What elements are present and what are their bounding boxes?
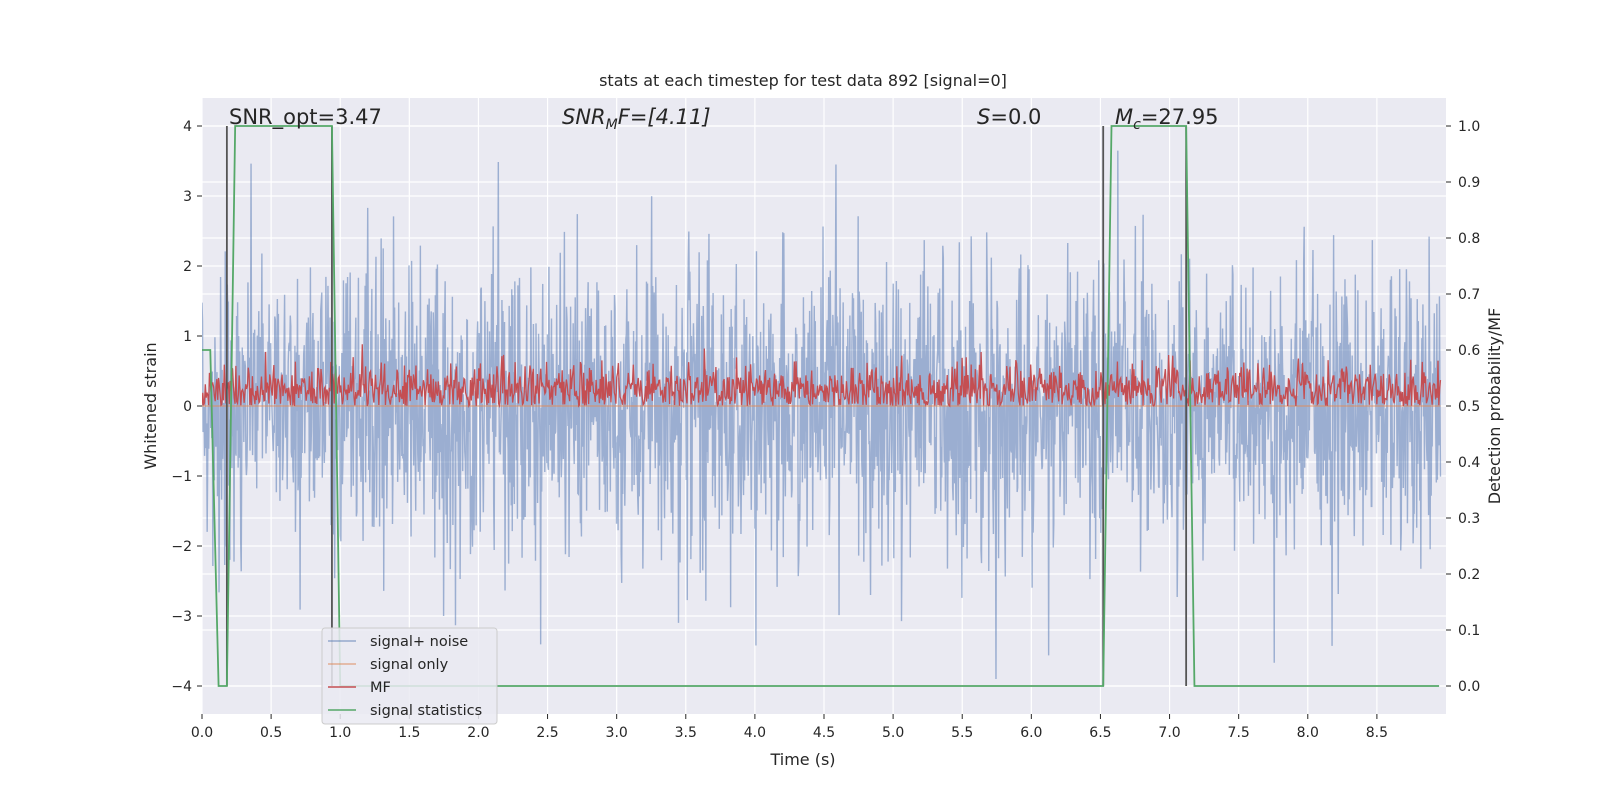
y-tick-label: 2 (183, 259, 192, 275)
y-tick-label: −3 (171, 609, 192, 625)
y2-tick-label: 0.5 (1458, 399, 1480, 415)
x-tick-label: 3.0 (606, 725, 628, 741)
x-tick-label: 8.5 (1366, 725, 1388, 741)
axes: 0.0 0.5 1.0 1.5 2.0 2.5 3.0 3.5 4.0 4.5 5.0 5.5 6.0 6… (171, 119, 1480, 741)
x-axis-label: Time (s) (769, 750, 835, 769)
y2-tick-label: 0.3 (1458, 511, 1480, 527)
y-axis-label: Whitened strain (141, 342, 160, 469)
legend-box (321, 627, 498, 725)
y-tick-label: 4 (183, 119, 192, 135)
y-tick-label: −2 (171, 539, 192, 555)
annotation-snr-mf-label: SNR (562, 105, 606, 129)
y-tick-label: −1 (171, 469, 192, 485)
x-tick-label: 8.0 (1297, 725, 1319, 741)
y-tick-label: 1 (183, 329, 192, 345)
annotation-snr-mf-sub: M (606, 117, 618, 133)
y2-tick-label: 1.0 (1458, 119, 1480, 135)
x-tick-label: 2.0 (467, 725, 489, 741)
x-tick-label: 7.5 (1228, 725, 1250, 741)
y2-tick-label: 0.2 (1458, 567, 1480, 583)
annotation-snr-opt: SNR_opt=3.47 (229, 105, 382, 130)
x-tick-label: 1.0 (329, 725, 351, 741)
annotation-s: S=0.0 (977, 105, 1041, 129)
series-mf (202, 344, 1442, 409)
x-tick-label: 2.5 (536, 725, 558, 741)
y2-tick-label: 0.6 (1458, 343, 1480, 359)
annotation-mc: Mc=27.95 (1115, 105, 1219, 133)
annotation-mc-rest: =27.95 (1141, 105, 1219, 129)
y2-tick-label: 0.8 (1458, 231, 1480, 247)
legend: signal+ noise signal only MF signal stat… (321, 627, 498, 725)
y2-tick-label: 0.7 (1458, 287, 1480, 303)
x-tick-label: 0.5 (260, 725, 282, 741)
x-tick-label: 4.0 (744, 725, 766, 741)
y2-tick-label: 0.4 (1458, 455, 1480, 471)
y2-tick-label: 0.0 (1458, 679, 1480, 695)
y2-axis-label: Detection probability/MF (1485, 308, 1504, 505)
x-tick-label: 6.5 (1089, 725, 1111, 741)
x-tick-label: 5.5 (951, 725, 973, 741)
series-signal-statistics (202, 125, 1440, 687)
x-tick-label: 7.0 (1158, 725, 1180, 741)
y-tick-label: 0 (183, 399, 192, 415)
y-tick-label: −4 (171, 679, 192, 695)
annotation-s-rest: =0.0 (990, 105, 1041, 129)
x-tick-label: 0.0 (191, 725, 213, 741)
y2-tick-label: 0.1 (1458, 623, 1480, 639)
y-tick-label: 3 (183, 189, 192, 205)
legend-label-signal-statistics: signal statistics (370, 703, 482, 719)
x-tick-label: 4.5 (813, 725, 835, 741)
legend-label-signal-only: signal only (370, 657, 449, 673)
annotation-snr-mf-rest: F=[4.11] (618, 105, 711, 129)
x-tick-label: 5.0 (882, 725, 904, 741)
chart-title: stats at each timestep for test data 892… (599, 71, 1007, 90)
legend-label-signal-noise: signal+ noise (370, 634, 468, 650)
x-tick-label: 6.0 (1020, 725, 1042, 741)
x-tick-label: 3.5 (675, 725, 697, 741)
x-tick-label: 1.5 (398, 725, 420, 741)
annotation-mc-sub: c (1133, 117, 1141, 133)
annotation-s-label: S (977, 105, 990, 129)
annotation-mc-label: M (1115, 105, 1133, 129)
y2-tick-label: 0.9 (1458, 175, 1480, 191)
series-layer (202, 125, 1442, 687)
legend-label-mf: MF (370, 680, 391, 696)
annotation-snr-mf: SNRMF=[4.11] (562, 105, 711, 133)
